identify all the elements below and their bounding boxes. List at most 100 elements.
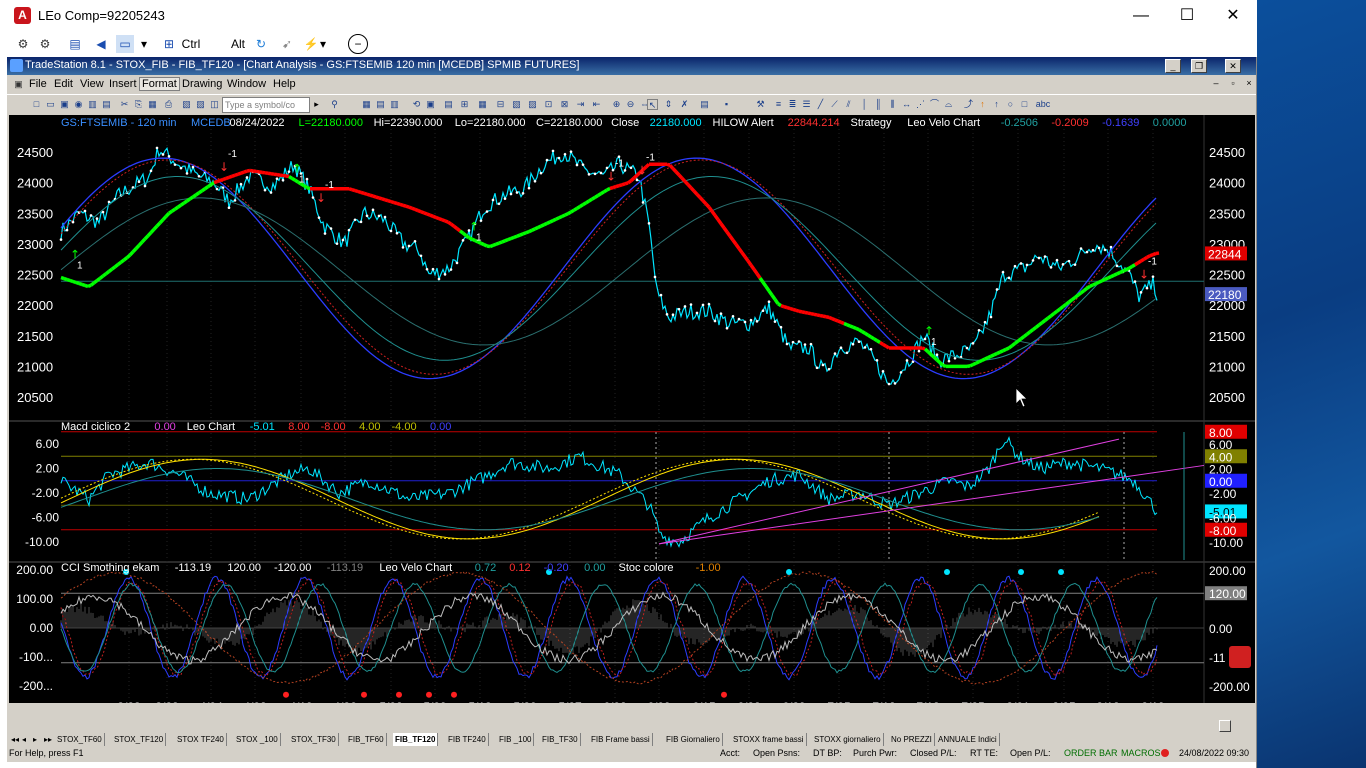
doc-close-button[interactable]: × <box>1246 78 1252 88</box>
toolbar-icon[interactable]: ▤ <box>376 99 385 109</box>
toolbar-icon[interactable]: ⌒ <box>929 99 939 109</box>
toolbar-icon[interactable]: ↔ <box>902 99 911 109</box>
menu-insert[interactable]: Insert <box>109 78 137 90</box>
chevron-down-icon[interactable]: ▾ <box>140 37 148 51</box>
toolbar-icon[interactable]: ⌓ <box>944 99 953 109</box>
minimize-button[interactable]: — <box>1133 7 1149 24</box>
connect-icon[interactable]: ⚙ <box>17 37 29 51</box>
minus-circle-icon[interactable]: − <box>348 34 368 54</box>
paste-icon[interactable]: ▦ <box>148 99 157 109</box>
workspace-tab[interactable]: FIB_TF60 <box>346 733 387 746</box>
refresh-icon[interactable]: ↻ <box>255 37 267 51</box>
workspace-tab[interactable]: STOX_TF60 <box>55 733 105 746</box>
doc-restore-button[interactable]: ▫ <box>1231 78 1235 88</box>
toolbar-icon[interactable]: ⋰ <box>916 99 925 109</box>
workspace-tab[interactable]: FIB_TF120 <box>393 733 439 746</box>
toolbar-icon[interactable]: ⊠ <box>560 99 569 109</box>
toolbar-icon[interactable]: ▤ <box>444 99 453 109</box>
toolbar-icon[interactable]: ⫼ <box>890 99 895 109</box>
toolbar-icon[interactable]: ⫽ <box>846 99 851 109</box>
workspace-tab[interactable]: ANNUALE Indici <box>936 733 1000 746</box>
menu-format[interactable]: Format <box>139 77 180 91</box>
maximize-button[interactable]: ☐ <box>1179 7 1195 24</box>
tab-scroll-icon[interactable]: ◂◂ <box>11 735 20 744</box>
save-icon[interactable]: ▣ <box>60 99 69 109</box>
workspace-tab[interactable]: FIB _100 <box>497 733 535 746</box>
toolbar-icon[interactable]: ✗ <box>680 99 689 109</box>
toolbar-icon[interactable]: ⟋ <box>831 99 838 109</box>
open-icon[interactable]: ▭ <box>46 99 55 109</box>
symbol-input[interactable]: Type a symbol/co <box>222 97 310 113</box>
toolbar-icon[interactable]: ▤ <box>700 99 709 109</box>
close-button[interactable]: ✕ <box>1226 7 1240 24</box>
toolbar-icon[interactable]: ▧ <box>512 99 521 109</box>
copy-icon[interactable]: ⎘ <box>134 99 143 109</box>
new-icon[interactable]: □ <box>33 99 40 109</box>
toolbar-icon[interactable]: ▦ <box>478 99 487 109</box>
horizontal-scrollbar[interactable] <box>9 719 1255 733</box>
workspace-tab[interactable]: FIB Frame bassi <box>589 733 653 746</box>
toolbar-icon[interactable]: ⊟ <box>496 99 505 109</box>
ctrl-key-button[interactable]: Ctrl <box>181 37 201 51</box>
toolbar-icon[interactable]: ◉ <box>74 99 83 109</box>
workspace-tab[interactable]: STOXX frame bassi <box>731 733 807 746</box>
chevron-down-icon[interactable]: ▾ <box>319 37 327 51</box>
toolbar-icon[interactable]: ⇥ <box>576 99 585 109</box>
ts-close-button[interactable]: ✕ <box>1225 59 1241 73</box>
chart-area[interactable]: 24500 24500 24000 24000 23500 23500 23000 23000… <box>9 115 1255 703</box>
zoom-in-icon[interactable]: ⊕ <box>612 99 621 109</box>
status-macros[interactable]: MACROS <box>1121 748 1161 758</box>
text-icon[interactable]: abc <box>1035 99 1051 109</box>
rectangle-icon[interactable]: □ <box>1021 99 1028 109</box>
toolbar-icon[interactable]: ⟲ <box>412 99 421 109</box>
disconnect-icon[interactable]: ⚙ <box>39 37 51 51</box>
alt-key-button[interactable]: Alt <box>230 37 245 51</box>
menu-help[interactable]: Help <box>273 78 296 90</box>
toolbar-icon[interactable]: ▥ <box>88 99 97 109</box>
play-icon[interactable]: ▸ <box>314 99 319 109</box>
workspace-tab[interactable]: FIB Giornaliero <box>664 733 723 746</box>
search-icon[interactable]: ⚲ <box>331 99 338 109</box>
menu-drawing[interactable]: Drawing <box>182 78 223 90</box>
tab-scroll-icon[interactable]: ◂ <box>22 735 27 744</box>
toolbar-icon[interactable]: ◫ <box>210 99 219 109</box>
workspace-tab[interactable]: STOX _100 <box>234 733 281 746</box>
toolbar-icon[interactable]: ≣ <box>788 99 797 109</box>
toolbar-icon[interactable]: ⊡ <box>544 99 553 109</box>
toolbar-icon[interactable]: ⊞ <box>460 99 469 109</box>
clipboard-icon[interactable]: ▤ <box>69 37 81 51</box>
toolbar-icon[interactable]: ⚒ <box>756 99 765 109</box>
display-icon[interactable]: ▭ <box>116 35 134 53</box>
workspace-tab[interactable]: STOX TF240 <box>175 733 227 746</box>
select-pointer-icon[interactable]: ↖ <box>647 99 658 110</box>
ellipse-icon[interactable]: ○ <box>1007 99 1014 109</box>
workspace-tab[interactable]: No PREZZI <box>889 733 935 746</box>
toolbar-icon[interactable]: ║ <box>875 99 882 109</box>
toolbar-icon[interactable]: ▪ <box>724 99 729 109</box>
sound-icon[interactable]: ◀ <box>96 37 106 51</box>
workspace-tab[interactable]: FIB_TF30 <box>540 733 581 746</box>
trendline-icon[interactable]: ╱ <box>817 99 824 109</box>
menu-view[interactable]: View <box>80 78 104 90</box>
tab-scroll-icon[interactable]: ▸▸ <box>44 735 53 744</box>
cut-icon[interactable]: ✂ <box>120 99 129 109</box>
toolbar-icon[interactable]: ⤴ <box>963 99 973 109</box>
lightning-icon[interactable]: ⚡ <box>303 37 319 51</box>
toolbar-icon[interactable]: ⇔ <box>640 99 649 109</box>
ts-restore-button[interactable]: ❐ <box>1191 59 1207 73</box>
workspace-tab[interactable]: STOX_TF120 <box>112 733 167 746</box>
toolbar-icon[interactable]: ☰ <box>802 99 811 109</box>
arrow-up-icon[interactable]: ↑ <box>980 99 985 109</box>
workspace-tab[interactable]: STOXX giornaliero <box>812 733 884 746</box>
ts-minimize-button[interactable]: _ <box>1165 59 1181 73</box>
scrollbar-thumb[interactable] <box>1219 720 1231 732</box>
pointer-icon[interactable]: ➹ <box>281 37 293 51</box>
status-order-bar[interactable]: ORDER BAR <box>1064 748 1118 758</box>
toolbar-icon[interactable]: ▥ <box>390 99 399 109</box>
toolbar-icon[interactable]: ▨ <box>528 99 537 109</box>
workspace-tab[interactable]: STOX_TF30 <box>289 733 339 746</box>
toolbar-icon[interactable]: ⇤ <box>592 99 601 109</box>
workspace-tab[interactable]: FIB TF240 <box>446 733 489 746</box>
toolbar-icon[interactable]: ▦ <box>362 99 371 109</box>
tab-scroll-icon[interactable]: ▸ <box>33 735 38 744</box>
